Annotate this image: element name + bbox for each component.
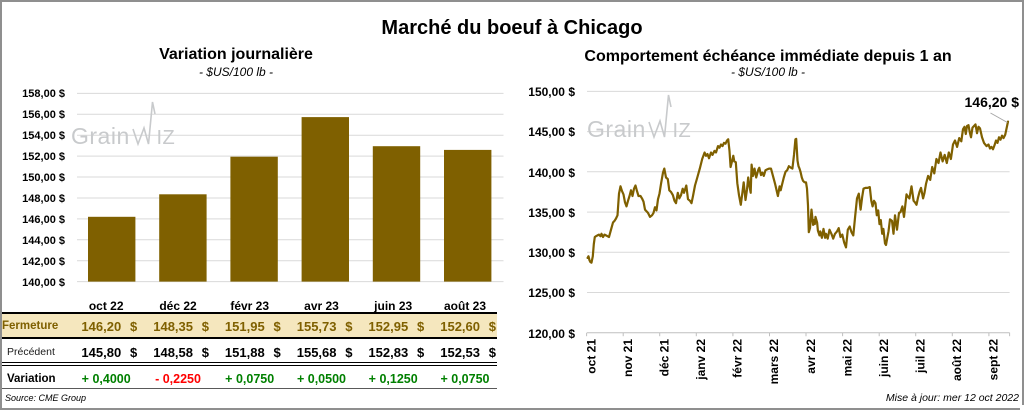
svg-text:IZ: IZ bbox=[673, 120, 692, 142]
svg-text:Grain: Grain bbox=[71, 123, 130, 149]
svg-text:sept 22: sept 22 bbox=[987, 339, 1001, 381]
svg-text:nov 21: nov 21 bbox=[621, 339, 635, 377]
svg-text:août 22: août 22 bbox=[950, 339, 964, 381]
svg-text:IZ: IZ bbox=[157, 127, 176, 149]
svg-text:avr 22: avr 22 bbox=[804, 339, 818, 374]
svg-text:juil 22: juil 22 bbox=[914, 339, 928, 374]
svg-text:janv 22: janv 22 bbox=[694, 339, 708, 381]
svg-text:juin 22: juin 22 bbox=[877, 339, 891, 378]
svg-text:déc 21: déc 21 bbox=[658, 339, 672, 377]
svg-text:mai 22: mai 22 bbox=[840, 339, 854, 377]
svg-text:mars 22: mars 22 bbox=[767, 339, 781, 385]
svg-text:Grain: Grain bbox=[587, 116, 646, 142]
svg-text:oct 21: oct 21 bbox=[584, 339, 598, 374]
svg-text:févr 22: févr 22 bbox=[731, 339, 745, 378]
